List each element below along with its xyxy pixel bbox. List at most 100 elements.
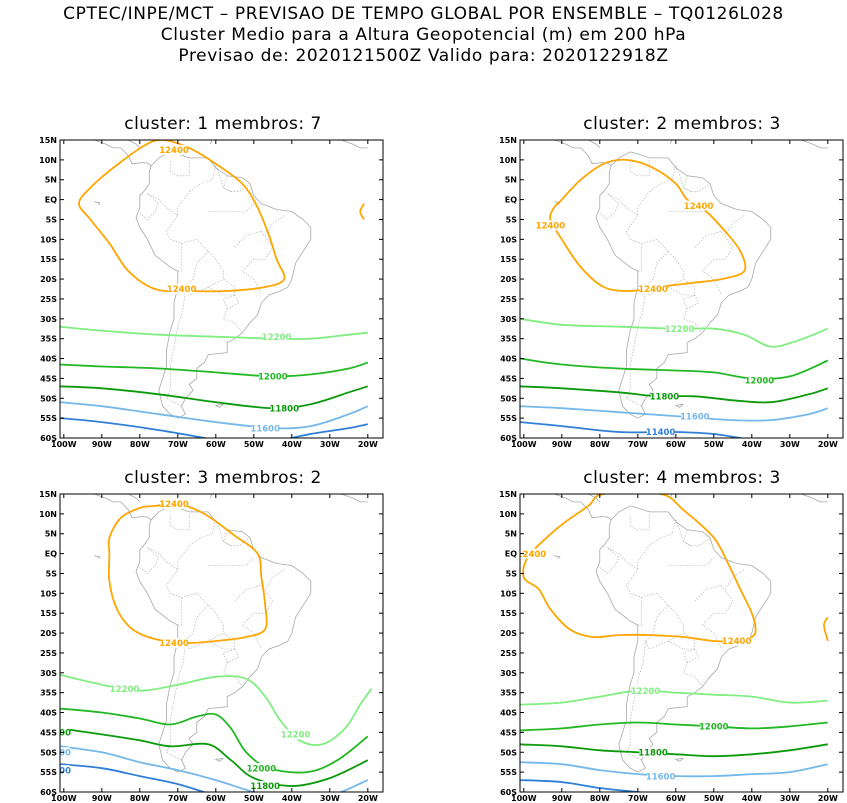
lat-label: 5S [506,569,518,578]
country-border [223,529,251,546]
country-border [683,648,695,664]
coastline-segment [801,140,828,149]
lon-label: 30W [780,794,800,803]
coastline-segment [120,501,152,521]
coastline-segment [214,757,224,762]
contour-label-bg [631,685,659,696]
coastline-segment [209,140,213,145]
lat-label: 35S [40,689,57,698]
contour-label: 11800 [269,404,299,414]
lat-label: 10N [39,156,57,165]
lat-label: 55S [500,414,517,423]
country-border [701,231,734,296]
coastline-segment [584,494,601,503]
country-border [694,585,722,602]
contour-label: 11800 [41,729,71,739]
coastline-segment [584,140,601,149]
lat-label: 40S [40,355,57,364]
contour-12400 [107,502,268,644]
coastline-segment [214,403,224,408]
lon-label: 30W [320,794,340,803]
lat-label: EQ [505,550,517,559]
contour-label: 12400 [159,500,189,510]
contour-label-bg [681,411,709,422]
coastline-segment [554,494,581,503]
country-border [223,175,251,192]
contour-label-bg [259,371,287,382]
lat-label: 5N [505,530,517,539]
contour-12200 [60,673,373,746]
contour-label: 11400 [41,766,71,776]
country-border [607,547,638,570]
country-border [147,547,178,570]
lon-label: 40W [282,794,302,803]
lon-label: 80W [590,794,610,803]
contour-11800 [520,385,829,404]
map-frame [59,139,384,439]
coastline-segment [674,403,684,408]
contour-label-bg [60,747,70,758]
lat-label: 20S [500,275,517,284]
country-border [683,529,711,546]
contour-label-bg [639,284,667,294]
contour-label-bg [168,284,196,294]
lat-label: 25S [500,649,517,658]
contour-label: 12200 [631,687,661,697]
contour-label: 12000 [745,377,775,387]
lat-label: 20S [500,629,517,638]
contour-label-bg [745,375,773,386]
coastline-segment [554,140,581,149]
country-border [668,286,695,296]
contour-label-bg [685,200,713,211]
coastline-segment [595,505,772,773]
contour-label: 12400 [536,222,566,232]
header-line-1: CPTEC/INPE/MCT – PREVISAO DE TEMPO GLOBA… [63,4,784,24]
lon-label: 30W [780,440,800,449]
map-layers: 12400 12400 12200 12200 12000 11800 11800 11600… [41,494,373,792]
lat-label: 10S [40,235,57,244]
lon-label: 20W [818,794,838,803]
country-border [629,159,650,177]
country-border [675,165,692,192]
lat-label: 15S [40,255,57,264]
contour-label: 12000 [247,764,277,774]
lat-label: 50S [500,748,517,757]
country-border [683,294,695,310]
contour-11400 [60,763,207,792]
contour-label-bg [282,729,310,740]
contour-label: 11600 [646,772,676,782]
lat-label: 10S [500,589,517,598]
country-border [701,585,734,650]
lat-label: 10N [499,510,517,519]
coastline-segment [580,501,612,521]
contour-label-bg [160,498,188,509]
contour-label-bg [536,220,564,231]
country-border [223,294,235,310]
lat-label: 5N [45,530,57,539]
contour-12200 [60,325,368,340]
country-border [177,597,182,626]
lat-label: 5N [45,176,57,185]
country-border [234,231,262,248]
contour-label-bg [251,423,279,434]
map-frame [519,139,844,439]
lon-label: 20W [818,440,838,449]
lat-label: 60S [40,434,57,443]
contour-label-bg [263,331,291,342]
lat-label: 35S [40,335,57,344]
contour-label-bg [60,727,70,738]
contour-label-bg [520,548,545,559]
panel-1-title: cluster: 1 membros: 7 [124,114,322,134]
contour-label: 11800 [650,392,680,402]
coastline-segment [124,494,141,503]
contour-label: 12200 [262,333,292,343]
coastline-segment [580,147,612,167]
country-border [694,231,722,248]
lon-label: 40W [742,440,762,449]
country-border [208,203,255,212]
lon-label: 90W [552,440,572,449]
country-border [215,165,232,192]
contour-12000 [520,357,829,380]
lon-label: 80W [130,794,150,803]
